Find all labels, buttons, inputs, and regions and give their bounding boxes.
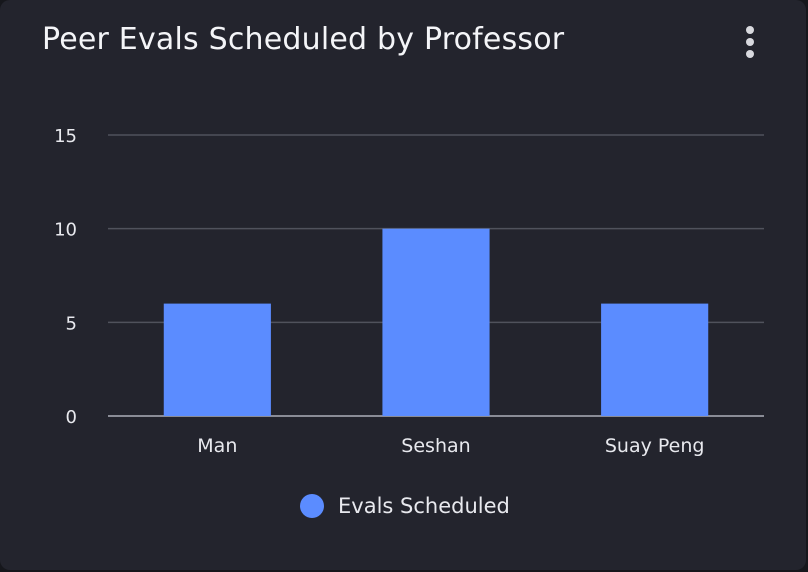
bar: [382, 228, 490, 416]
more-vertical-icon[interactable]: [738, 24, 762, 60]
menu-dot: [746, 26, 754, 34]
y-tick-label: 15: [54, 126, 77, 147]
x-category-label: Seshan: [401, 435, 470, 457]
menu-dot: [746, 50, 754, 58]
x-category-label: Suay Peng: [605, 435, 705, 457]
y-tick-label: 5: [66, 313, 77, 334]
legend-swatch: [300, 494, 324, 518]
y-tick-label: 0: [66, 407, 77, 428]
legend-item[interactable]: Evals Scheduled: [300, 490, 510, 522]
legend-label: Evals Scheduled: [338, 494, 510, 518]
chart-title: Peer Evals Scheduled by Professor: [42, 22, 565, 57]
bar: [163, 303, 271, 416]
x-category-label: Man: [197, 435, 237, 457]
y-tick-label: 10: [54, 220, 77, 241]
bar: [601, 303, 709, 416]
menu-dot: [746, 38, 754, 46]
